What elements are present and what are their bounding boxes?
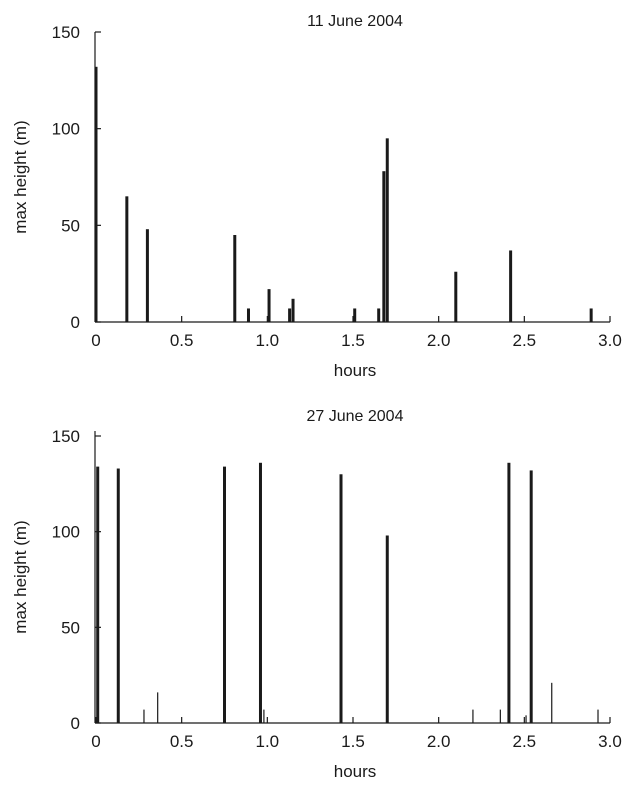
y-axis-label: max height (m) [11,120,30,233]
y-tick-label: 100 [52,120,80,139]
bar [339,474,343,723]
bar [454,271,458,322]
bar [94,66,98,322]
bar [291,298,295,322]
x-tick-label: 0.5 [170,331,194,350]
x-tick-label: 1.0 [256,732,280,751]
bar [589,308,593,322]
y-tick-label: 150 [52,427,80,446]
bar [125,196,129,322]
chart-title: 27 June 2004 [307,408,404,425]
bar [385,535,389,723]
bar [551,682,553,723]
bar [472,709,474,723]
bar [507,462,511,723]
y-tick-label: 150 [52,23,80,42]
bar [96,466,100,723]
x-tick-label: 0.5 [170,732,194,751]
bar [116,468,120,723]
bar [525,715,527,723]
bar [509,250,513,322]
bar [377,308,381,322]
y-axis-label: max height (m) [11,520,30,633]
y-tick-label: 0 [71,714,80,733]
bar [353,308,357,322]
x-tick-label: 3.0 [598,331,622,350]
x-ticks: 0 0.5 1.0 1.5 2.0 2.5 3.0 [91,316,622,350]
y-ticks: 0 50 100 150 [52,23,101,332]
bar [157,692,159,723]
bar [499,709,501,723]
y-tick-label: 50 [61,618,80,637]
bar [385,138,389,322]
x-tick-label: 0 [91,732,100,751]
x-tick-label: 0 [91,331,100,350]
bar [233,235,237,322]
chart-title: 11 June 2004 [307,13,403,30]
x-axis-label: hours [334,762,377,781]
x-tick-label: 1.5 [341,732,365,751]
bar [597,709,599,723]
bar [246,308,250,322]
x-tick-label: 2.0 [427,732,451,751]
x-ticks: 0 0.5 1.0 1.5 2.0 2.5 3.0 [91,717,622,751]
bar [288,308,292,322]
bar [143,709,145,723]
y-ticks: 0 50 100 150 [52,427,101,733]
x-tick-label: 2.5 [513,732,537,751]
bar [382,171,386,322]
x-tick-label: 3.0 [598,732,622,751]
bar [145,229,149,322]
bar [267,289,271,322]
chart-panel-11-june: 11 June 2004 0 50 100 150 0 0.5 1.0 1.5 2.0 2.5 3… [11,13,622,380]
x-axis-label: hours [334,361,377,380]
chart-panel-27-june: 27 June 2004 0 50 100 150 0 0.5 1.0 1.5 2.0 2.5 3… [11,408,622,781]
bar [223,466,226,723]
x-tick-label: 1.5 [341,331,365,350]
x-tick-label: 2.0 [427,331,451,350]
bars [96,462,599,723]
bar [263,709,265,723]
bars [94,66,593,322]
x-tick-label: 1.0 [256,331,280,350]
x-tick-label: 2.5 [513,331,537,350]
y-tick-label: 100 [52,523,80,542]
y-tick-label: 50 [61,216,80,235]
bar [529,470,533,723]
bar [258,462,262,723]
y-tick-label: 0 [71,313,80,332]
